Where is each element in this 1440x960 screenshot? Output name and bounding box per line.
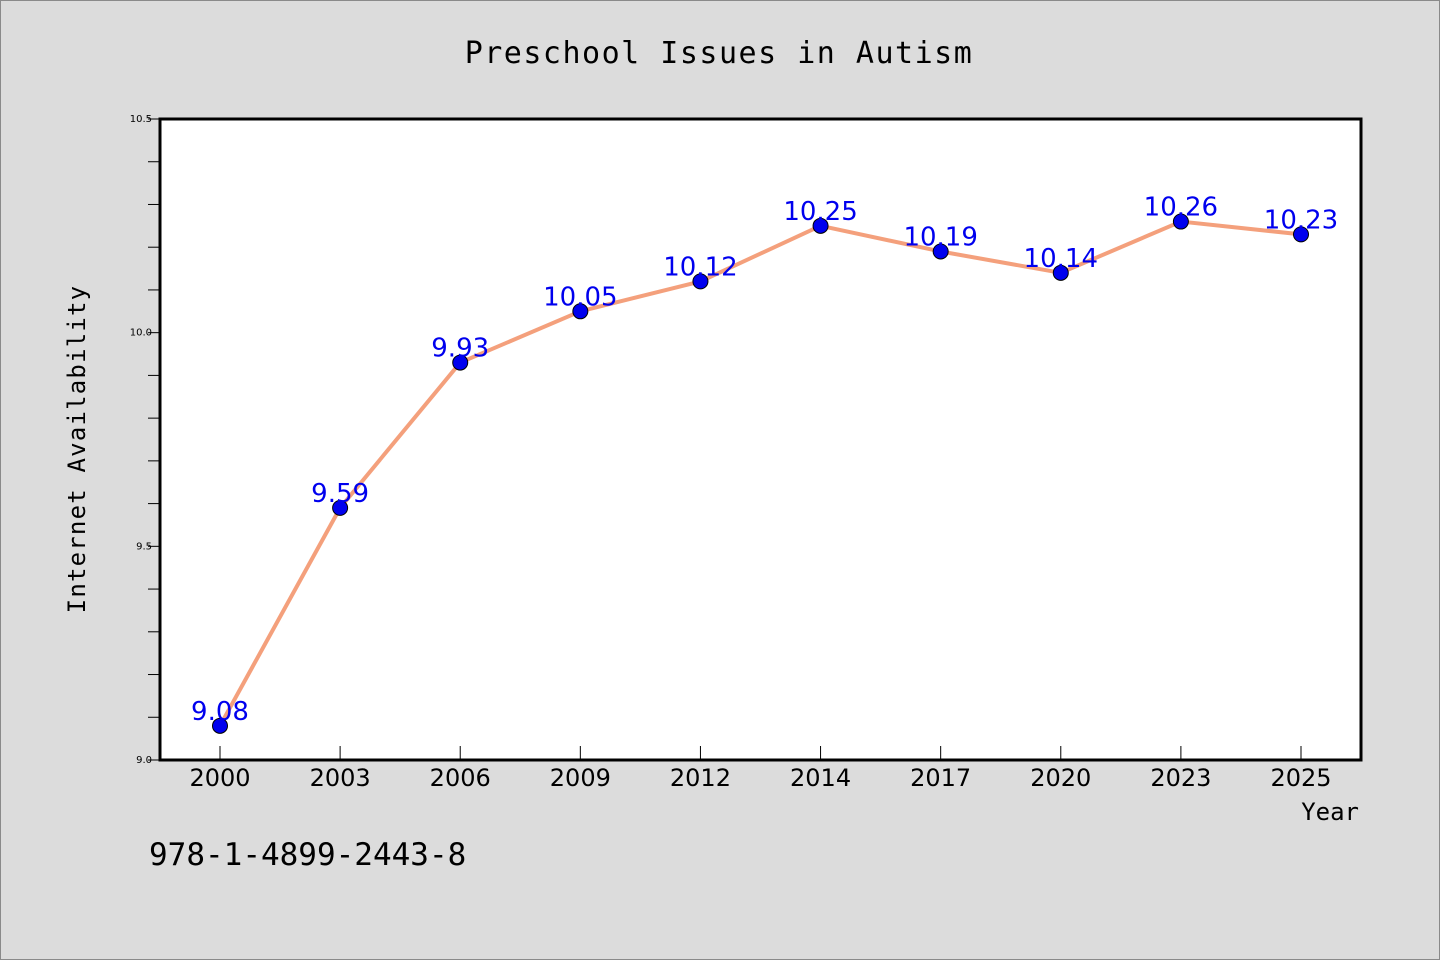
data-label: 10.19 — [903, 222, 977, 252]
data-label: 10.25 — [783, 197, 857, 227]
data-label: 10.26 — [1144, 193, 1218, 223]
series-line — [218, 219, 1303, 728]
y-axis-label: Internet Availability — [63, 285, 91, 614]
data-label: 10.12 — [663, 252, 737, 282]
data-point-marker — [1293, 226, 1309, 243]
data-point-marker — [452, 354, 469, 371]
y-tick-label: 9.5 — [136, 541, 152, 552]
data-label: 10.05 — [543, 282, 617, 312]
x-tick-label: 2003 — [310, 764, 371, 792]
footer-id-text: 978-1-4899-2443-8 — [149, 837, 466, 873]
chart-title: Preschool Issues in Autism — [465, 36, 974, 71]
data-point-marker — [212, 717, 228, 734]
x-axis-label: Year — [1301, 798, 1359, 826]
data-label: 9.08 — [191, 697, 249, 727]
data-point-marker — [1172, 213, 1189, 230]
data-point-marker — [572, 303, 589, 320]
x-tick-label: 2020 — [1030, 764, 1091, 792]
data-point-marker — [692, 273, 709, 290]
x-tick-label: 2014 — [790, 764, 851, 792]
x-tick-label: 2023 — [1150, 764, 1211, 792]
x-tick-label: 2006 — [430, 764, 491, 792]
data-label: 9.93 — [431, 334, 489, 364]
y-axis-ticks — [148, 118, 160, 761]
data-point-marker — [1052, 264, 1069, 281]
data-point-marker — [932, 243, 949, 260]
series-markers — [212, 213, 1309, 734]
x-tick-label: 2017 — [910, 764, 971, 792]
data-label: 10.23 — [1264, 205, 1338, 235]
data-point-marker — [332, 499, 349, 516]
y-axis-tick-labels: 9.0 9.5 10.0 10.5 — [130, 114, 152, 766]
data-label: 9.59 — [311, 479, 369, 509]
x-tick-label: 2012 — [670, 764, 731, 792]
x-tick-label: 2025 — [1270, 764, 1331, 792]
x-tick-label: 2009 — [550, 764, 611, 792]
y-tick-label: 10.5 — [130, 114, 152, 125]
data-point-marker — [812, 217, 829, 234]
x-tick-label: 2000 — [189, 764, 250, 792]
series-data-labels: 9.08 9.59 9.93 10.05 10.12 10.25 10.19 10.14 10.… — [191, 193, 1338, 727]
y-tick-label: 9.0 — [136, 755, 152, 766]
plot-area — [160, 119, 1361, 760]
plot-frame — [158, 117, 1363, 762]
x-axis-ticks — [219, 746, 1302, 760]
series-lines — [218, 219, 1303, 728]
y-tick-label: 10.0 — [130, 328, 152, 339]
x-axis-tick-labels: 2000 2003 2006 2009 2012 2014 2017 2020 2023 2025 — [189, 764, 1331, 792]
data-label: 10.14 — [1024, 244, 1098, 274]
